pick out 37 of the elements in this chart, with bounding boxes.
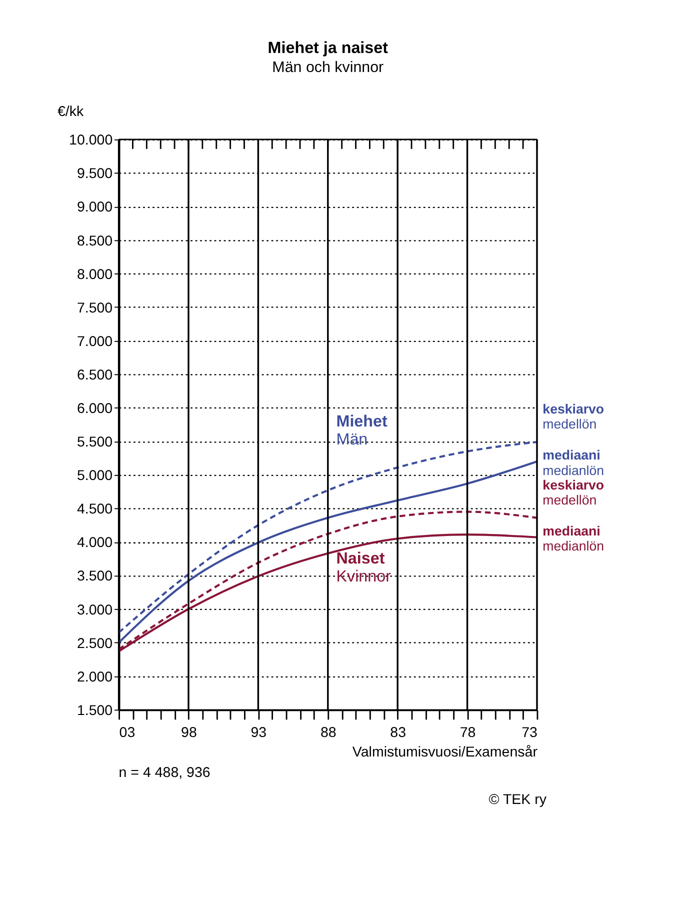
y-tick-label: 2.000 — [76, 669, 113, 686]
y-tick-label: 5.500 — [76, 434, 113, 451]
y-tick-label: 3.000 — [76, 602, 113, 618]
y-tick-label: 9.500 — [76, 166, 113, 182]
y-tick-label: 8.500 — [76, 233, 113, 250]
y-axis-title: €/kk — [58, 104, 85, 120]
x-axis-title: Valmistumisvuosi/Examensår — [352, 744, 538, 761]
chart-title: Miehet ja naiset — [268, 38, 389, 57]
y-tick-label: 4.500 — [76, 502, 113, 518]
x-tick-label: 98 — [181, 724, 197, 741]
y-tick-label: 3.500 — [76, 568, 113, 585]
x-tick-label: 03 — [119, 724, 136, 741]
chart-subtitle: Män och kvinnor — [272, 58, 384, 76]
x-tick-label: 88 — [320, 724, 336, 741]
y-tick-label: 10.000 — [69, 132, 113, 149]
y-tick-label: 7.500 — [76, 300, 113, 316]
y-tick-label: 9.000 — [76, 200, 113, 216]
series-label: mediaani medianlön — [542, 448, 604, 478]
y-tick-label: 2.500 — [76, 636, 113, 652]
y-tick-label: 6.500 — [76, 367, 113, 384]
x-tick-label: 83 — [390, 724, 406, 741]
text: n = 4 488, 936 — [118, 765, 210, 782]
y-tick-label: 1.500 — [76, 702, 113, 719]
series-label: mediaani medianlön — [542, 523, 604, 554]
y-tick-label: 6.000 — [76, 401, 113, 418]
series-label: keskiarvo medellön — [542, 401, 604, 432]
text: © TEK ry — [488, 792, 548, 808]
annotation: Miehet Män — [336, 412, 388, 449]
x-tick-label: 78 — [460, 724, 476, 741]
y-tick-label: 5.000 — [76, 468, 113, 484]
y-tick-label: 8.000 — [76, 266, 113, 283]
x-tick-label: 73 — [522, 724, 538, 741]
y-tick-label: 7.000 — [76, 334, 113, 350]
y-tick-label: 4.000 — [76, 535, 113, 552]
series-label: keskiarvo medellön — [542, 477, 604, 508]
annotation: Naiset Kvinnor — [336, 549, 392, 586]
x-tick-label: 93 — [250, 724, 267, 741]
